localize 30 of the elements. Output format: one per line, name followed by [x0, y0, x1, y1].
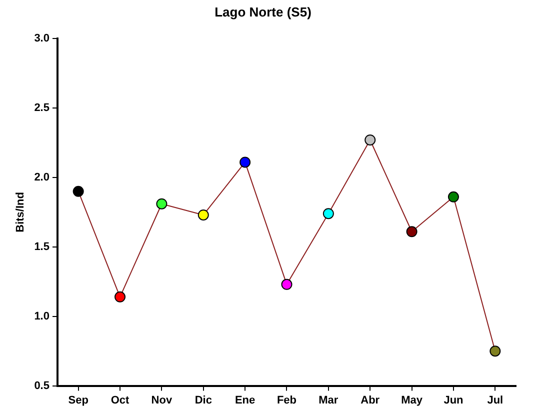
- x-tick-label: Mar: [318, 394, 339, 406]
- y-tick-label: 1.5: [34, 240, 50, 253]
- point: [281, 278, 292, 290]
- x-tick-label: Oct: [110, 394, 130, 406]
- x-tick-label: Feb: [276, 394, 297, 406]
- x-tick-label: Ene: [234, 394, 256, 406]
- point: [322, 208, 334, 220]
- x-tick-label: Sep: [68, 394, 89, 406]
- point: [406, 226, 418, 238]
- x-tick-label: Nov: [151, 394, 173, 406]
- y-tick-label: 1.0: [34, 310, 50, 322]
- x-tick-label: Abr: [360, 394, 380, 406]
- point: [490, 346, 501, 357]
- chart-title: Lago Norte (S5): [214, 4, 312, 20]
- x-tick-label: Dic: [194, 394, 212, 406]
- x-tick-label: May: [401, 394, 424, 406]
- y-tick-label: 3.0: [34, 32, 50, 45]
- point: [156, 198, 168, 210]
- x-tick-label: Jun: [444, 394, 464, 406]
- x-tick-label: Jul: [487, 394, 504, 406]
- y-tick-label: 2.0: [34, 172, 50, 184]
- point: [364, 134, 376, 146]
- y-tick-label: 0.5: [34, 380, 50, 392]
- y-axis-title: Bits/Ind: [14, 192, 27, 232]
- point: [114, 291, 126, 302]
- point: [240, 156, 251, 168]
- point: [448, 191, 459, 202]
- point: [198, 209, 209, 220]
- y-tick-label: 2.5: [34, 102, 50, 114]
- point: [72, 186, 84, 197]
